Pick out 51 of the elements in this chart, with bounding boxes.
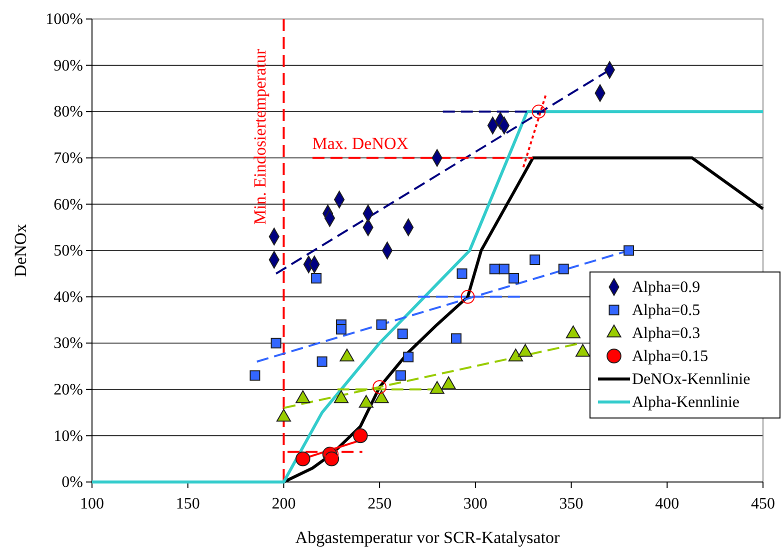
y-tick-label: 50% (54, 242, 83, 260)
legend-label: Alpha=0.5 (632, 302, 700, 319)
point (532, 104, 546, 119)
point (403, 352, 414, 362)
y-tick-label: 60% (54, 196, 83, 214)
annotation: Max. DeNOX (312, 134, 409, 153)
point (295, 451, 310, 466)
point (372, 380, 387, 394)
point (489, 264, 500, 274)
ref-line-label: Min. Eindosiertemperatur (250, 48, 270, 225)
legend-label: Alpha=0.9 (632, 279, 700, 296)
point (311, 273, 322, 284)
point (316, 356, 328, 367)
x-tick-label: 350 (559, 496, 584, 513)
legend-label: Alpha=0.15 (632, 348, 708, 365)
point (397, 328, 408, 340)
legend-label: Alpha=0.3 (632, 325, 700, 342)
x-tick-label: 250 (368, 496, 392, 513)
point (460, 290, 475, 304)
y-tick-label: 90% (54, 57, 83, 74)
point (352, 428, 368, 444)
y-axis-title: DeNOx (11, 224, 30, 277)
y-tick-label: 70% (54, 150, 83, 168)
x-tick-label: 150 (176, 496, 200, 513)
point (624, 245, 634, 256)
y-tick-label: 20% (54, 382, 83, 399)
point (456, 268, 468, 279)
x-tick-label: 100 (80, 496, 104, 513)
y-tick-label: 30% (54, 335, 83, 352)
point (250, 370, 260, 381)
point (498, 264, 510, 274)
y-tick-label: 100% (46, 11, 83, 28)
x-tick-label: 300 (463, 496, 488, 513)
x-axis-title: Abgastemperatur vor SCR-Katalysator (295, 528, 560, 547)
point (336, 324, 346, 334)
point (530, 254, 540, 266)
legend-label: Alpha-Kennlinie (632, 394, 740, 411)
y-tick-label: 40% (54, 288, 83, 306)
x-tick-label: 400 (655, 496, 680, 513)
legend-label: DeNOx-Kennlinie (632, 371, 750, 388)
y-tick-label: 0% (62, 474, 83, 492)
point (376, 319, 387, 330)
point (395, 370, 406, 381)
x-tick-label: 200 (272, 496, 296, 513)
point (508, 273, 520, 284)
x-tick-label: 450 (751, 496, 775, 513)
point (558, 264, 569, 274)
point (270, 338, 282, 348)
point (451, 333, 462, 344)
y-tick-label: 80% (54, 104, 83, 121)
y-tick-label: 10% (54, 428, 83, 445)
